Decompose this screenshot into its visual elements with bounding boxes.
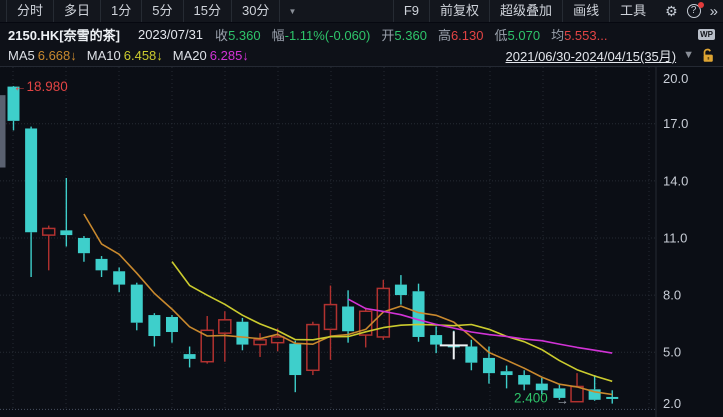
candlestick[interactable] [358,307,373,348]
candlestick[interactable] [412,283,425,342]
symbol-name: 2150.HK[奈雪的茶] [8,27,120,43]
y-axis-tick-label: 17.0 [663,116,688,131]
candlestick[interactable] [183,346,196,368]
ma-value-ma5: MA5 6.668↓ [8,48,77,63]
ma-indicator-bar: MA5 6.668↓ MA10 6.458↓ MA20 6.285↓ 2021/06/30… [0,45,723,67]
candlestick[interactable] [253,333,267,357]
quote-field-2: 开5.360 [381,27,427,43]
candlestick[interactable] [148,313,161,347]
quote-fields: 收5.360 幅-1.11%(-0.060) 开5.360 高6.130 低5.070 均… [215,25,618,44]
candlestick[interactable] [95,256,108,277]
quote-field-5: 均5.553... [551,27,608,43]
tab-period-0[interactable]: 分时 [6,0,55,22]
quote-field-0: 收5.360 [215,27,261,43]
quote-date: 2023/07/31 [137,26,204,42]
help-icon[interactable]: ? [686,2,704,18]
y-axis-tick-label: 2.0 [663,396,681,411]
candlestick[interactable] [200,316,214,364]
low-annotation-arrow-icon: → [556,393,569,408]
toolbar-menu: F9 前复权 超级叠加 画线 工具 [392,0,656,22]
candlestick[interactable] [465,339,478,371]
candlestick[interactable] [323,285,338,360]
candlestick[interactable] [289,340,302,393]
gear-icon[interactable]: ⚙ [665,3,678,19]
candlestick[interactable] [588,375,601,401]
unlock-icon[interactable] [701,48,715,63]
y-axis-tick-label: 11.0 [663,230,687,245]
candlestick[interactable] [430,326,443,354]
candlestick[interactable] [77,236,90,262]
ma10-line [171,261,613,383]
y-axis-tick-label: 14.0 [663,173,688,188]
menu-item-0[interactable]: F9 [392,0,429,22]
candlestick[interactable] [306,321,320,376]
candlestick[interactable] [394,275,407,305]
quote-field-1: 幅-1.11%(-0.060) [271,27,371,43]
y-axis-tick-label: 20.0 [663,71,688,86]
ma-value-ma10: MA10 6.458↓ [86,48,163,63]
candlestick[interactable] [7,86,20,131]
high-price-annotation: ←18.980 [13,79,68,94]
candlestick[interactable] [606,390,619,404]
more-periods-dropdown-icon[interactable]: ▼ [288,6,297,16]
quote-field-4: 低5.070 [494,27,541,43]
candlestick[interactable] [518,370,531,391]
tab-period-4[interactable]: 15分 [184,0,232,22]
candlestick[interactable] [113,267,126,293]
ma-values: MA5 6.668↓ MA10 6.458↓ MA20 6.285↓ [8,48,259,63]
candlestick[interactable] [236,317,249,351]
notification-dot [697,2,704,8]
top-toolbar: 分时 多日 1分 5分 15分 30分 ▼ F9 前复权 超级叠加 画线 工具 ⚙ ? » [0,0,723,23]
quote-field-3: 高6.130 [437,27,484,43]
date-range-selector[interactable]: 2021/06/30-2024/04/15(35月) [505,49,677,64]
candlestick[interactable] [500,365,513,389]
tab-period-3[interactable]: 5分 [142,0,184,22]
ma20-line [347,298,613,354]
tab-period-2[interactable]: 1分 [101,0,143,22]
candlestick[interactable] [60,177,73,247]
candlestick[interactable] [130,282,143,331]
ma-value-ma20: MA20 6.285↓ [172,48,249,63]
candlestick[interactable] [342,290,355,343]
y-axis-tick-label: 8.0 [663,288,681,303]
menu-item-1[interactable]: 前复权 [429,0,489,22]
wp-monitor-icon[interactable]: WP [698,28,715,40]
period-tabs: 分时 多日 1分 5分 15分 30分 [6,0,281,22]
y-axis-tick-label: 5.0 [663,345,681,360]
expand-chevrons-icon[interactable]: » [709,2,718,20]
candlestick[interactable] [41,225,56,271]
tab-period-1[interactable]: 多日 [54,0,102,22]
candlestick[interactable] [535,377,548,395]
menu-item-3[interactable]: 画线 [562,0,609,22]
tab-period-5[interactable]: 30分 [232,0,281,22]
menu-item-2[interactable]: 超级叠加 [489,0,562,22]
candlestick[interactable] [165,315,178,343]
candlestick[interactable] [218,311,232,362]
range-dropdown-icon[interactable]: ▼ [683,49,694,61]
low-price-annotation: 2.400 [514,391,548,406]
menu-item-4[interactable]: 工具 [609,0,656,22]
quote-info-bar: 2150.HK[奈雪的茶] 2023/07/31 收5.360 幅-1.11%(-… [0,23,723,45]
ma5-line [83,213,613,396]
candlestick[interactable] [553,384,566,400]
candlestick-chart-canvas[interactable]: 20.0 17.0 14.0 11.0 8.0 5.0 2.0 ←18.980 2.400 → [0,67,723,417]
clipped-candle [0,95,6,168]
candlestick[interactable] [25,126,38,277]
